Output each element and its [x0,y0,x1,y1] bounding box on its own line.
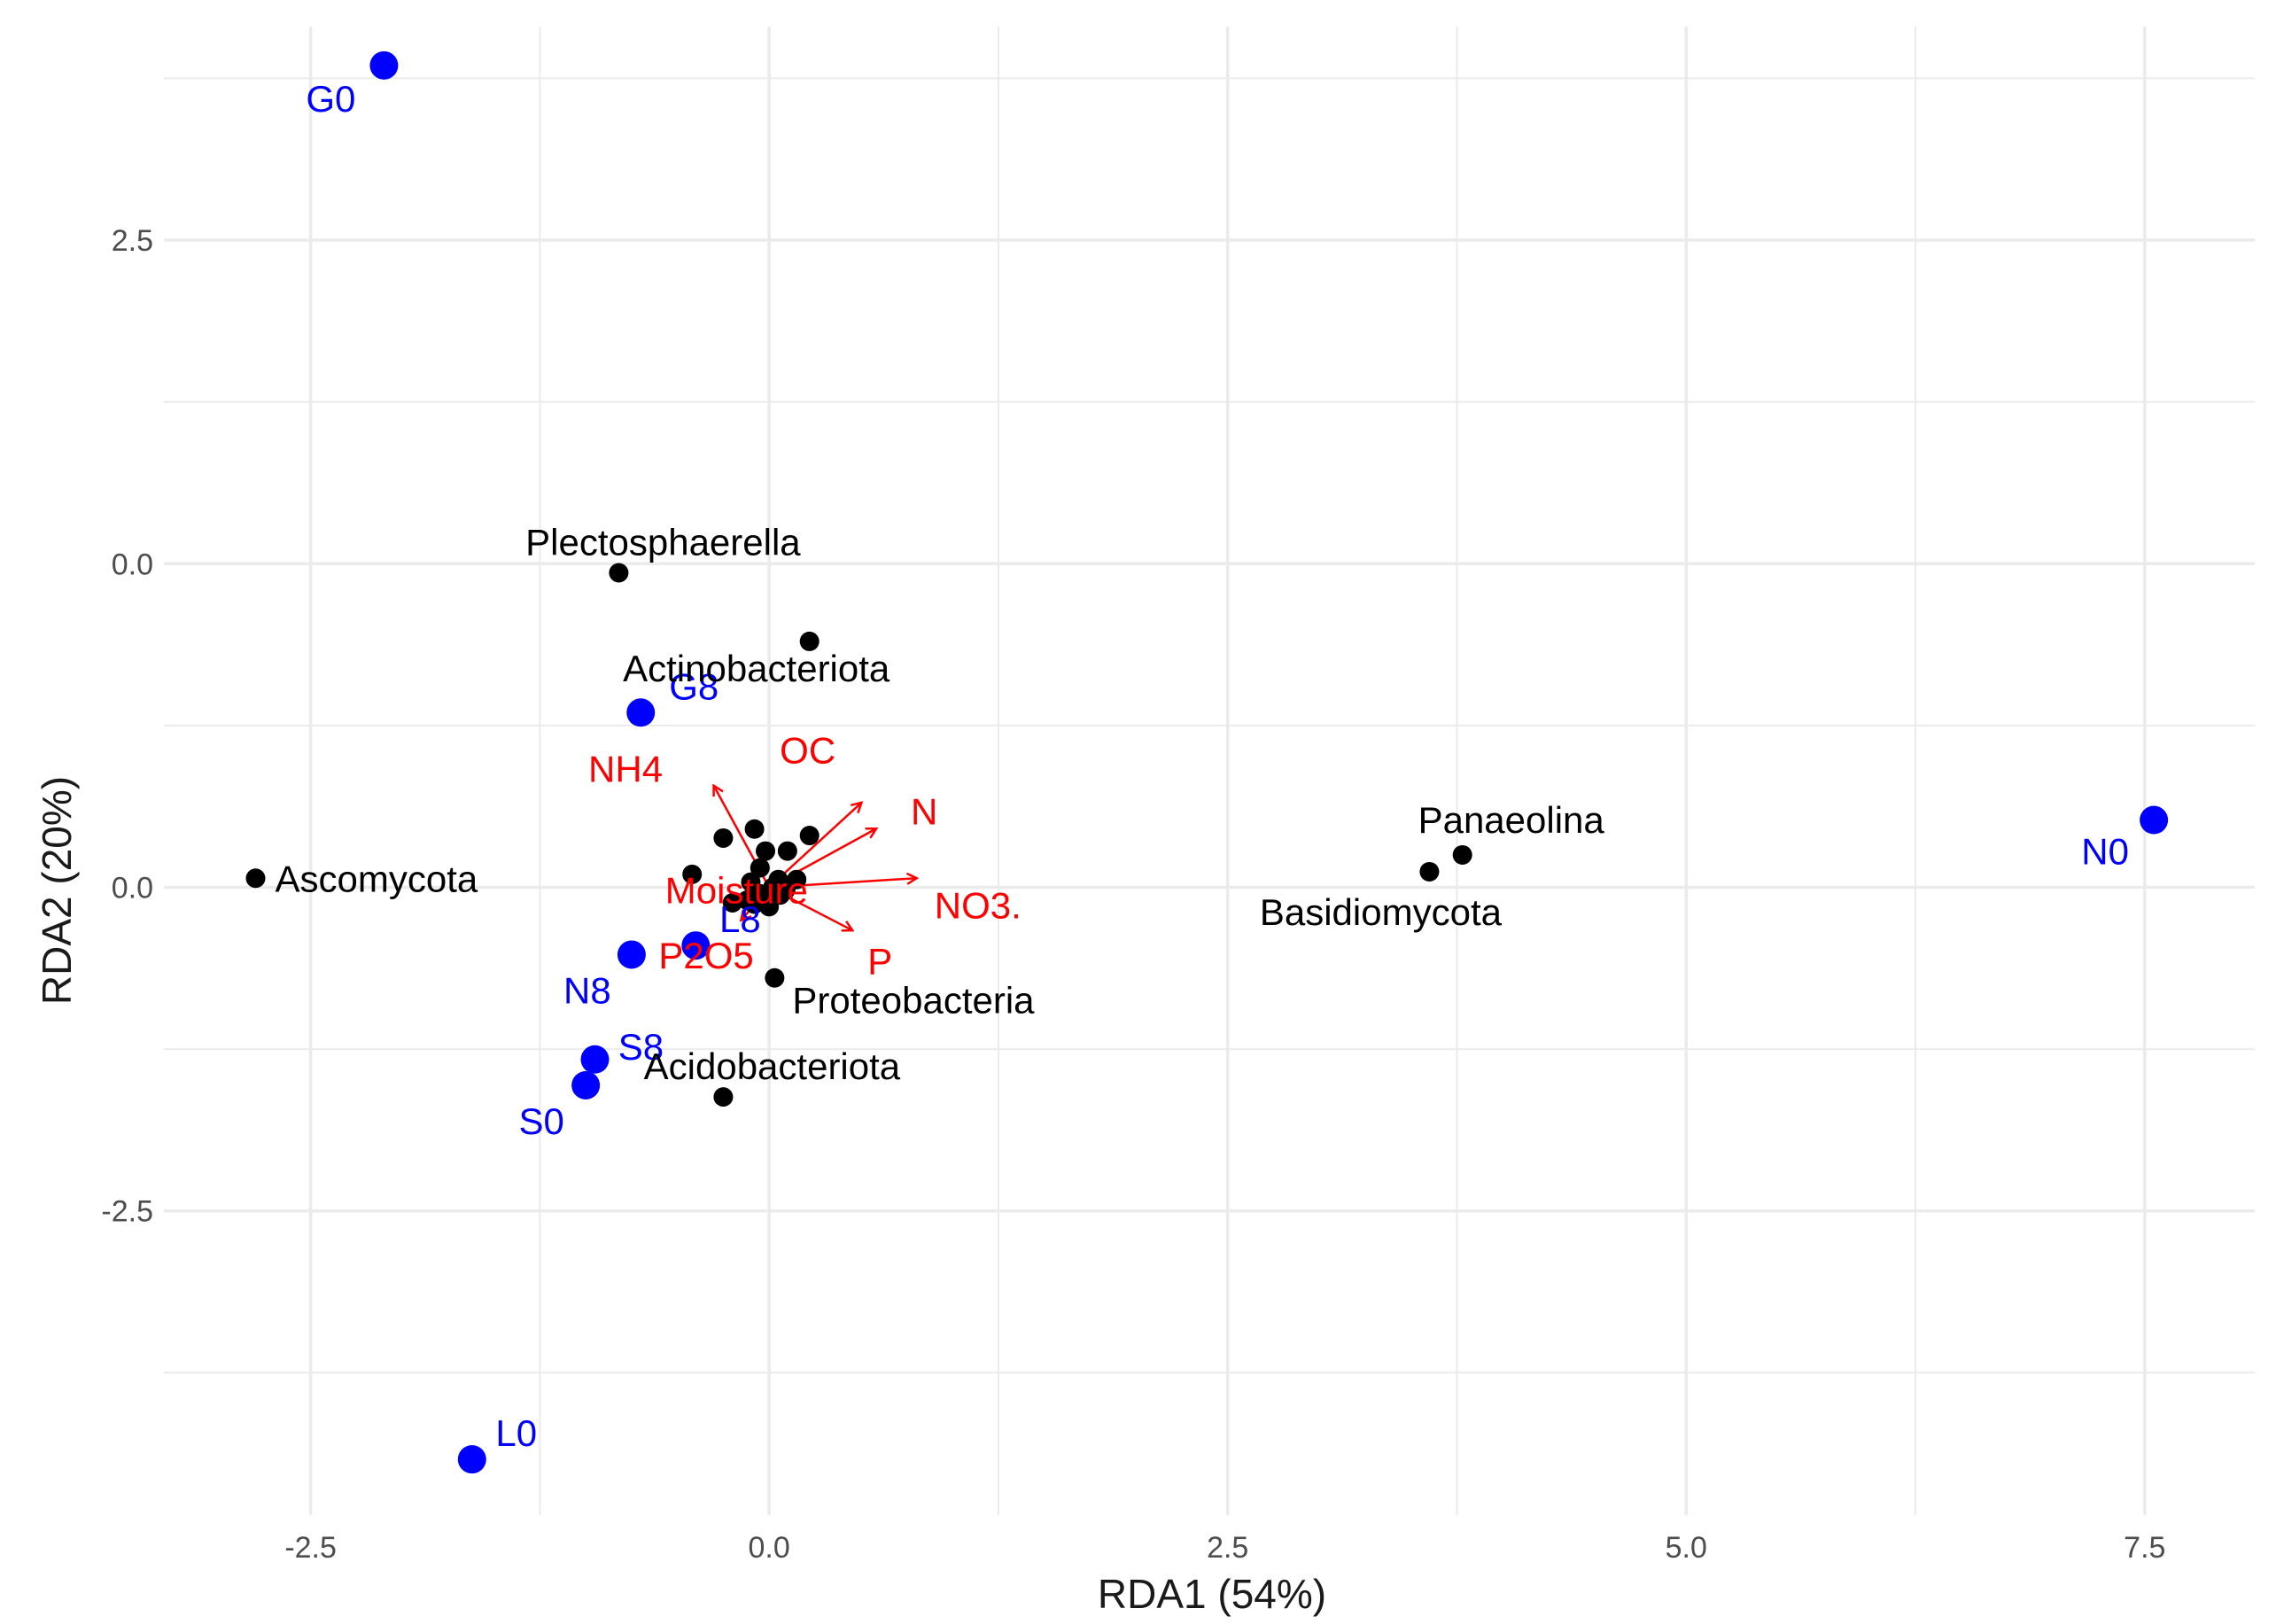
species-point [744,894,765,914]
env-label: Moisture [665,869,808,911]
site-point [580,1045,610,1074]
x-tick-label: -2.5 [284,1531,337,1565]
y-tick-label: 0.0 [112,871,153,905]
site-label: L8 [719,898,761,940]
env-label: N [911,791,937,833]
site-point [571,1070,601,1100]
species-point [765,967,785,988]
species-point [1419,861,1440,882]
species-label: Panaeolina [1418,799,1605,841]
species-label: Ascomycota [276,858,478,899]
species-label: Actinobacteriota [623,648,890,689]
species-point [759,897,780,917]
species-point [750,858,770,878]
species-point [682,864,703,884]
site-label: S0 [518,1100,563,1142]
site-point [681,931,711,960]
species-label: Proteobacteria [792,980,1035,1022]
env-label: NO3. [935,884,1021,926]
site-label: N8 [563,969,611,1011]
species-point [777,841,797,861]
species-label: Acidobacteriota [644,1045,901,1087]
env-label: OC [780,730,835,772]
species-point [722,893,742,913]
species-label: Plectosphaerella [525,521,801,563]
species-points [245,563,1472,1107]
x-axis-title: RDA1 (54%) [1098,1571,1326,1617]
y-tick-label: 0.0 [112,548,153,581]
env-label: P2O5 [658,935,753,976]
species-point [799,826,820,846]
y-axis-title: RDA2 (20%) [34,776,80,1005]
site-point [457,1445,486,1474]
x-tick-label: 0.0 [749,1531,790,1565]
y-tick-label: 2.5 [112,224,153,258]
site-label: S8 [618,1026,664,1068]
species-point [245,868,266,889]
env-label: NH4 [588,749,663,790]
site-label: N0 [2081,831,2129,873]
species-point [713,828,734,848]
y-tick-label: -2.5 [101,1195,153,1229]
x-tick-label: 7.5 [2124,1531,2165,1565]
site-point [2140,805,2169,835]
axis-ticks: -2.5 0.0 2.5 5.0 7.5 -2.5 0.0 2.5 0.0 [101,224,2165,1565]
x-tick-label: 5.0 [1666,1531,1707,1565]
species-point [744,819,765,839]
grid [164,27,2255,1515]
species-label: Basidiomycota [1260,891,1503,933]
env-label: P [867,941,892,983]
species-point [756,841,776,861]
site-points [369,51,2169,1474]
species-point [799,631,820,651]
site-label: G0 [306,78,355,120]
site-label: G8 [669,665,719,707]
x-tick-label: 2.5 [1207,1531,1248,1565]
site-point [617,940,646,969]
species-point [775,880,796,900]
species-point [1452,844,1472,865]
site-point [369,51,399,80]
species-point [609,563,629,583]
species-point [713,1087,734,1107]
point-labels: G0 G8 N0 N8 L8 S8 S0 L0 Plectosphaerella Actinoba… [276,78,2129,1454]
site-label: L0 [495,1412,537,1454]
site-point [626,698,656,727]
